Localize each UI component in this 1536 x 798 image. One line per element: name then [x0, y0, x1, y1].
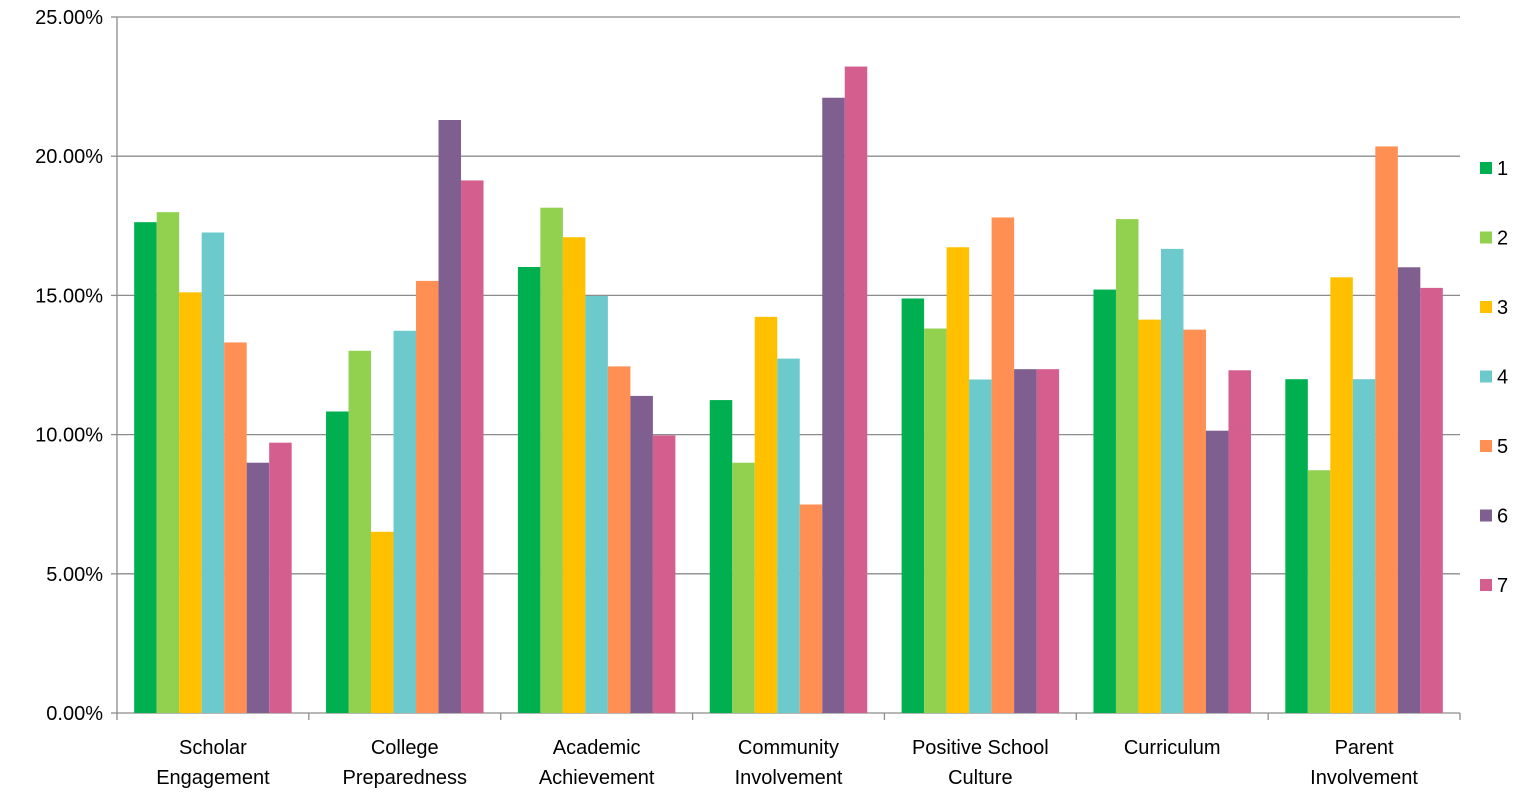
category-label-line: Positive School	[912, 737, 1049, 759]
bar-series-1-cat-4	[901, 298, 925, 713]
bar-series-4-cat-2	[585, 295, 608, 713]
bar-series-3-cat-3	[754, 316, 778, 713]
bar-series-2-cat-2	[540, 207, 563, 714]
bar-series-4-cat-4	[969, 379, 992, 713]
bar-series-7-cat-5	[1228, 370, 1251, 713]
bar-series-4-cat-6	[1352, 379, 1376, 713]
bar-series-5-cat-5	[1183, 329, 1206, 713]
bar-series-1-cat-3	[709, 400, 733, 713]
legend: 1 2 3 4 5 6 7	[1480, 158, 1508, 597]
bar-series-2-cat-6	[1307, 470, 1331, 713]
bar-series-7-cat-4	[1036, 369, 1060, 713]
bar-series-5-cat-3	[799, 504, 823, 713]
category-label-line: Parent	[1335, 737, 1394, 759]
legend-label-6: 6	[1497, 506, 1508, 528]
category-label-line: Engagement	[156, 767, 270, 789]
bar-series-4-cat-1	[393, 330, 417, 713]
bar-series-2-cat-4	[924, 328, 947, 713]
legend-label-4: 4	[1497, 367, 1508, 389]
legend-label-3: 3	[1497, 297, 1508, 319]
bar-series-6-cat-5	[1205, 430, 1229, 713]
bars	[134, 66, 1443, 714]
category-label-line: Involvement	[1310, 767, 1418, 789]
category-label: College Preparedness	[343, 737, 468, 789]
bar-series-2-cat-5	[1115, 219, 1139, 713]
bar-series-7-cat-6	[1420, 287, 1443, 713]
category-label-line: Achievement	[539, 767, 655, 789]
bar-series-1-cat-0	[134, 222, 157, 714]
category-label: Positive School Culture	[912, 737, 1049, 789]
bar-series-3-cat-4	[946, 247, 970, 713]
legend-label-5: 5	[1497, 436, 1508, 458]
category-label: Community Involvement	[735, 737, 843, 789]
bar-series-5-cat-6	[1375, 146, 1398, 713]
bar-series-2-cat-0	[156, 212, 180, 714]
bar-series-6-cat-1	[438, 120, 462, 714]
y-tick-label: 0.00%	[46, 703, 103, 725]
legend-swatch-6	[1480, 509, 1492, 522]
bar-series-3-cat-0	[179, 292, 202, 713]
category-label-line: Involvement	[735, 767, 843, 789]
category-label-line: Academic	[553, 737, 641, 759]
y-tick-label: 20.00%	[35, 146, 103, 168]
bar-series-5-cat-1	[416, 280, 439, 713]
category-label-line: Community	[738, 737, 839, 759]
category-label-line: Culture	[948, 767, 1012, 789]
category-label: Scholar Engagement	[156, 737, 270, 789]
bar-series-3-cat-1	[371, 531, 394, 713]
bar-series-2-cat-1	[348, 350, 372, 713]
legend-label-1: 1	[1497, 158, 1508, 180]
category-label: Curriculum	[1124, 737, 1221, 759]
bar-series-4-cat-0	[201, 232, 225, 713]
bar-series-6-cat-2	[630, 395, 653, 713]
y-tick-label: 15.00%	[35, 285, 103, 307]
bar-series-3-cat-5	[1138, 319, 1161, 713]
bar-series-3-cat-6	[1330, 277, 1353, 713]
legend-label-7: 7	[1497, 575, 1508, 597]
bar-series-7-cat-0	[269, 442, 292, 713]
y-tick-label: 10.00%	[35, 425, 103, 447]
bar-series-6-cat-6	[1397, 267, 1421, 713]
y-tick-labels: 0.00% 5.00% 10.00% 15.00% 20.00% 25.00%	[35, 7, 103, 725]
bar-series-1-cat-1	[326, 411, 349, 713]
bar-series-6-cat-4	[1014, 369, 1037, 713]
category-label-line: Curriculum	[1124, 737, 1221, 759]
category-label: Parent Involvement	[1310, 737, 1418, 789]
bar-series-7-cat-2	[652, 435, 676, 713]
category-label-line: College	[371, 737, 439, 759]
bar-series-5-cat-4	[991, 217, 1015, 713]
bar-series-1-cat-2	[517, 267, 541, 713]
category-label-line: Preparedness	[343, 767, 468, 789]
category-label-line: Scholar	[179, 737, 247, 759]
bar-series-6-cat-0	[246, 462, 270, 713]
bar-series-7-cat-3	[844, 66, 868, 714]
bar-series-5-cat-0	[224, 342, 247, 713]
x-category-labels: Scholar Engagement College Preparedness Acad…	[156, 737, 1418, 789]
legend-label-2: 2	[1497, 228, 1508, 250]
bar-series-7-cat-1	[461, 180, 484, 714]
bar-series-6-cat-3	[822, 97, 845, 713]
y-tick-label: 25.00%	[35, 7, 103, 29]
legend-swatch-5	[1480, 440, 1492, 452]
legend-swatch-4	[1480, 370, 1492, 383]
bar-series-1-cat-5	[1093, 289, 1116, 713]
bar-series-4-cat-3	[777, 358, 800, 713]
legend-swatch-2	[1480, 231, 1492, 244]
legend-swatch-7	[1480, 579, 1492, 591]
bar-series-2-cat-3	[732, 462, 755, 713]
bar-series-4-cat-5	[1160, 248, 1184, 713]
legend-swatch-3	[1480, 301, 1492, 313]
bar-series-1-cat-6	[1285, 379, 1308, 713]
bar-series-5-cat-2	[607, 366, 631, 713]
y-tick-label: 5.00%	[46, 564, 103, 586]
legend-swatch-1	[1480, 162, 1492, 174]
bar-series-3-cat-2	[562, 237, 586, 713]
category-label: Academic Achievement	[539, 737, 655, 789]
